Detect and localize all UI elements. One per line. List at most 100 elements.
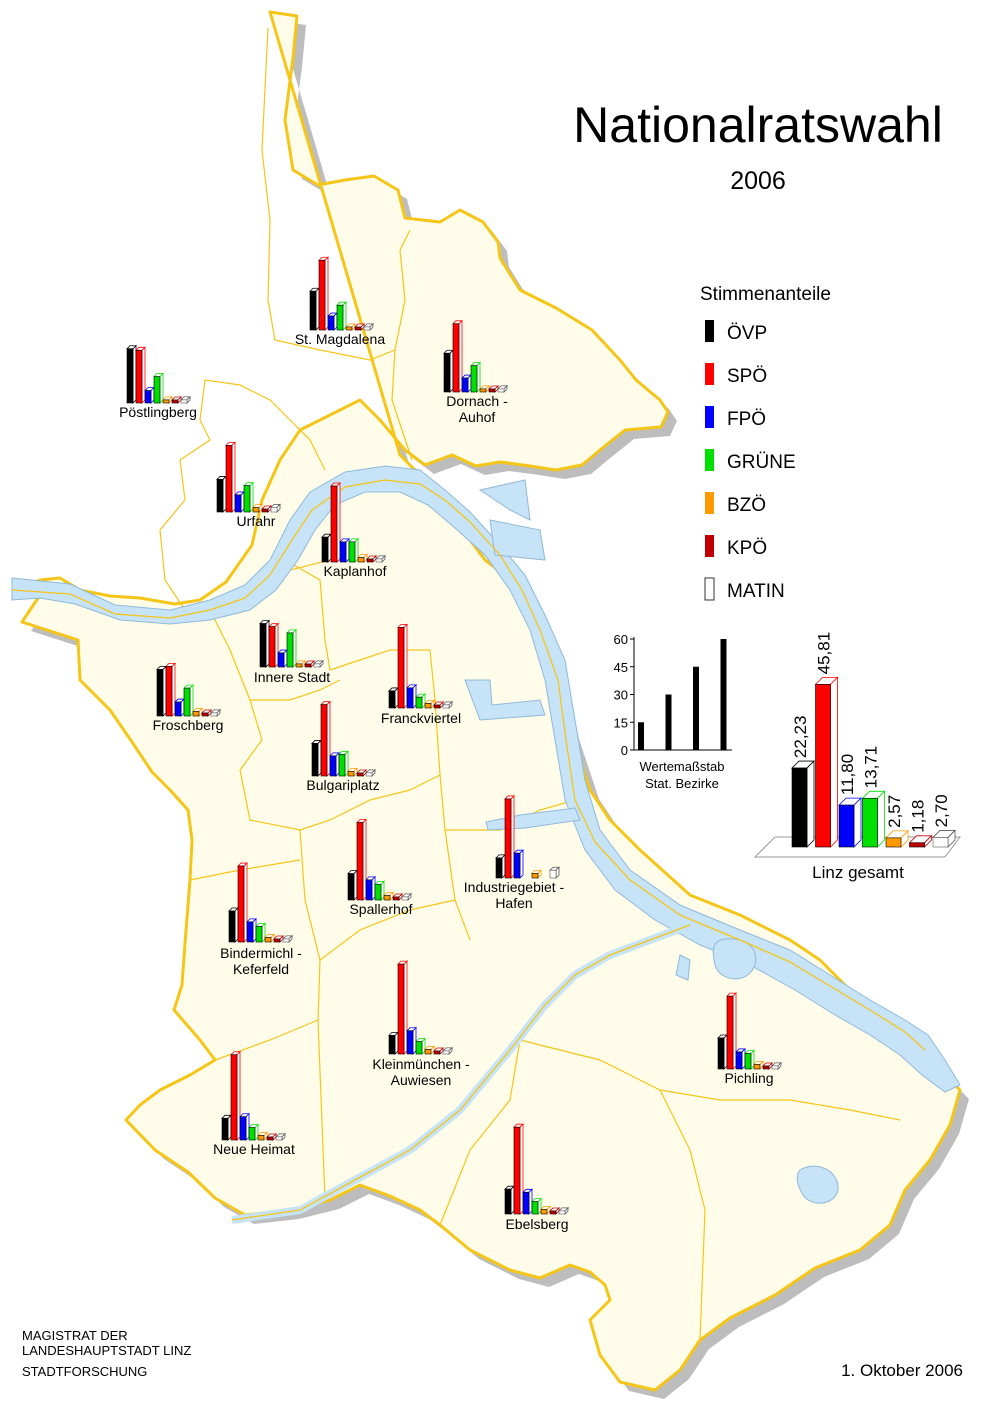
district-bar-bzö bbox=[383, 891, 394, 901]
district-label: Industriegebiet -Hafen bbox=[464, 879, 565, 911]
total-bar-matin bbox=[932, 829, 956, 848]
district-bar-spö bbox=[320, 700, 331, 777]
total-bar-grüne bbox=[861, 790, 886, 848]
district-bar-grüne bbox=[338, 750, 349, 777]
district-bar-grüne bbox=[286, 628, 297, 668]
district-bar-kpö bbox=[266, 1133, 277, 1141]
district-bar-grüne bbox=[744, 1049, 755, 1070]
district-bar-fpö bbox=[174, 698, 185, 717]
district-label: Ebelsberg bbox=[505, 1216, 568, 1232]
district-st-magdalena: St. Magdalena bbox=[295, 256, 385, 347]
district-bar-matin bbox=[363, 322, 374, 331]
district-bar-bzö bbox=[540, 1205, 551, 1215]
scale-tick-label: 30 bbox=[614, 688, 628, 703]
district-bar-matin bbox=[210, 708, 221, 717]
district-bar-spö bbox=[225, 441, 236, 513]
district-bar-grüne bbox=[415, 693, 426, 709]
district-bar-fpö bbox=[327, 312, 338, 331]
district-bar-fpö bbox=[513, 849, 524, 879]
district-bar-matin bbox=[549, 866, 560, 879]
district-bar-bzö bbox=[345, 322, 356, 331]
district-franckviertel: Franckviertel bbox=[381, 623, 461, 726]
district-bar-fpö bbox=[246, 917, 257, 943]
district-bar-fpö bbox=[339, 537, 350, 563]
district-bar-bzö bbox=[257, 1131, 268, 1141]
district-bulgariplatz: Bulgariplatz bbox=[306, 700, 380, 793]
river-border-line bbox=[11, 479, 926, 1051]
district-bar-fpö bbox=[234, 490, 245, 513]
scale-caption-2: Stat. Bezirke bbox=[645, 776, 719, 791]
district-bar-övp bbox=[228, 907, 239, 943]
district-bar-övp bbox=[443, 349, 454, 393]
scale-bar bbox=[720, 639, 727, 750]
district-bar-spö bbox=[330, 482, 341, 563]
total-value-label: 22,23 bbox=[791, 716, 810, 759]
district-bar-kpö bbox=[433, 1047, 444, 1055]
district-bar-matin bbox=[442, 1046, 453, 1055]
district-bar-matin bbox=[365, 768, 376, 777]
district-charts: St. Magdalena Dornach -Auhof Pöstlingberg U… bbox=[119, 256, 782, 1232]
total-bar-kpö bbox=[908, 834, 933, 848]
district-bar-fpö bbox=[144, 386, 155, 404]
legend-title: Stimmenanteile bbox=[700, 284, 831, 305]
district-bar-kpö bbox=[171, 396, 182, 404]
district-bar-matin bbox=[313, 659, 324, 668]
district-bar-matin bbox=[282, 934, 293, 943]
district-froschberg: Froschberg bbox=[153, 662, 223, 733]
scale-tick-label: 60 bbox=[614, 632, 628, 647]
district-bar-kpö bbox=[356, 769, 367, 777]
district-bindermichl-keferfeld: Bindermichl -Keferfeld bbox=[220, 862, 302, 977]
traun-river-edge bbox=[231, 924, 691, 1221]
total-bar-bzö bbox=[885, 829, 909, 848]
district-bar-matin bbox=[497, 384, 508, 393]
district-bar-fpö bbox=[461, 374, 472, 393]
district-label: Pöstlingberg bbox=[119, 404, 197, 420]
district-bar-kpö bbox=[366, 555, 377, 563]
district-bar-fpö bbox=[406, 1026, 417, 1055]
total-chart: 22,23 45,81 11,80 13,712,57 1,18 2,70 Linz ges… bbox=[753, 632, 961, 882]
district-kleinmünchen-auwiesen: Kleinmünchen -Auwiesen bbox=[372, 960, 470, 1088]
district-bar-fpö bbox=[239, 1112, 250, 1141]
district-label: Bulgariplatz bbox=[306, 777, 379, 793]
district-bar-fpö bbox=[277, 649, 288, 668]
district-bar-spö bbox=[165, 662, 176, 717]
total-chart-label: Linz gesamt bbox=[812, 863, 904, 882]
district-bar-kpö bbox=[392, 893, 403, 901]
district-bar-grüne bbox=[336, 301, 347, 331]
scale-chart: 60 45 30 15 0 Wertemaßstab Stat. Bezirke bbox=[614, 632, 732, 791]
total-bar-fpö bbox=[838, 797, 862, 848]
district-bar-kpö bbox=[762, 1062, 773, 1070]
district-bar-grüne bbox=[415, 1037, 426, 1055]
district-bar-spö bbox=[504, 794, 515, 879]
legend-swatch-grüne bbox=[705, 449, 714, 471]
district-bar-grüne bbox=[470, 361, 481, 393]
total-value-label: 2,57 bbox=[885, 795, 904, 828]
legend-swatch-fpö bbox=[705, 406, 714, 428]
district-bar-bzö bbox=[424, 699, 435, 709]
scale-tick-label: 15 bbox=[614, 715, 628, 730]
district-bar-spö bbox=[513, 1123, 524, 1215]
org-line-2: LANDESHAUPTSTADT LINZ bbox=[22, 1343, 191, 1358]
district-ebelsberg: Ebelsberg bbox=[504, 1123, 569, 1232]
district-bar-övp bbox=[321, 533, 332, 563]
district-bar-spö bbox=[230, 1050, 241, 1141]
district-label: Neue Heimat bbox=[213, 1141, 295, 1157]
danube-river bbox=[11, 465, 961, 1204]
district-bar-matin bbox=[442, 700, 453, 709]
scale-tick-label: 45 bbox=[614, 660, 628, 675]
district-bar-övp bbox=[347, 869, 358, 901]
district-label: Spallerhof bbox=[349, 901, 412, 917]
district-bar-bzö bbox=[162, 395, 173, 404]
district-dornach-auhof: Dornach -Auhof bbox=[443, 319, 508, 425]
district-innere-stadt: Innere Stadt bbox=[254, 619, 330, 685]
district-bar-grüne bbox=[531, 1197, 542, 1215]
legend-label-bzö: BZÖ bbox=[727, 495, 766, 516]
district-bar-matin bbox=[375, 554, 386, 563]
district-bar-övp bbox=[156, 665, 167, 717]
district-neue-heimat: Neue Heimat bbox=[213, 1050, 295, 1157]
district-bar-fpö bbox=[365, 875, 376, 901]
district-bar-spö bbox=[356, 818, 367, 901]
district-label: Franckviertel bbox=[381, 710, 461, 726]
district-bar-spö bbox=[452, 319, 463, 393]
